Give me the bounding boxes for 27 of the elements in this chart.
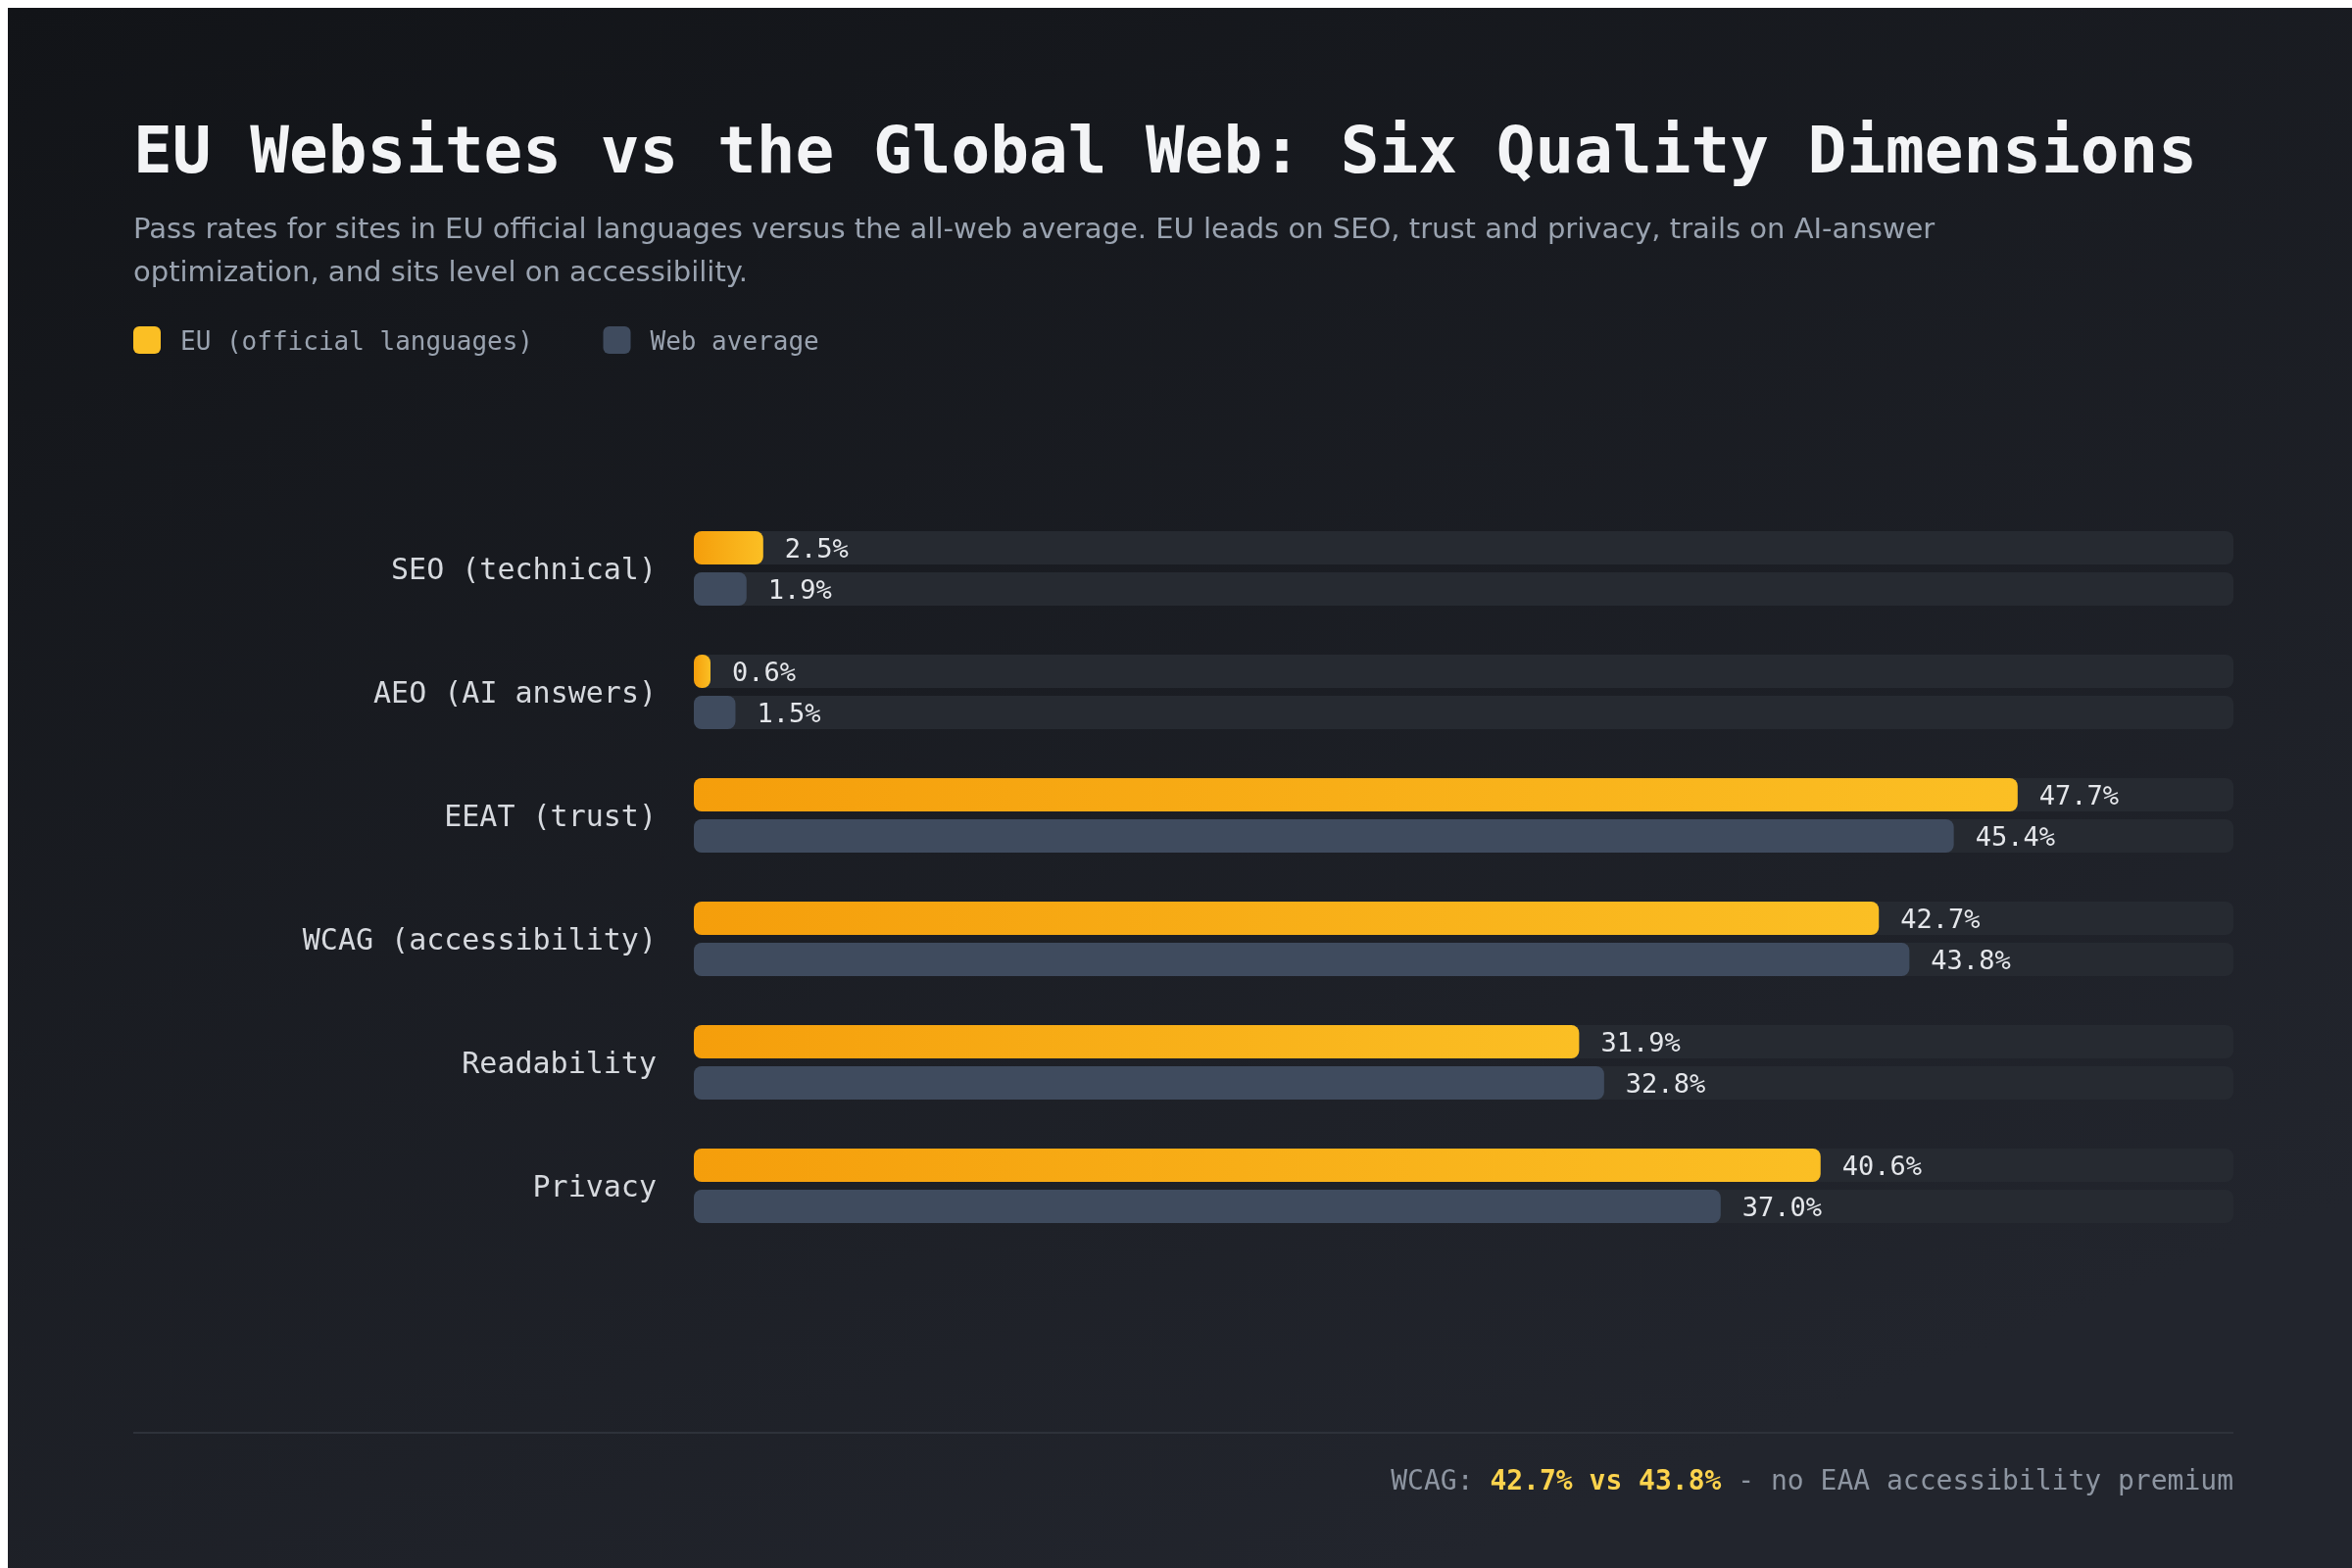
y-tick-label: Privacy bbox=[532, 1168, 657, 1203]
bar bbox=[694, 655, 710, 688]
data-label: 1.5% bbox=[757, 697, 821, 728]
data-label: 0.6% bbox=[731, 656, 797, 687]
legend-label: EU (official languages) bbox=[180, 326, 534, 356]
data-label: 31.9% bbox=[1600, 1026, 1681, 1057]
text: WCAG: 42.7% vs 43.8% - no EAA accessibility premium bbox=[1391, 1463, 2233, 1496]
y-tick-label: WCAG (accessibility) bbox=[302, 921, 657, 956]
data-label: 43.8% bbox=[1931, 944, 2011, 975]
data-label: 2.5% bbox=[784, 532, 849, 564]
y-tick-label: EEAT (trust) bbox=[444, 798, 657, 833]
data-label: 1.9% bbox=[767, 573, 832, 605]
y-tick-label: AEO (AI answers) bbox=[373, 674, 657, 710]
legend-label: Web average bbox=[650, 326, 819, 356]
y-tick-label: SEO (technical) bbox=[391, 551, 657, 586]
bar bbox=[694, 531, 763, 564]
bar bbox=[694, 572, 747, 606]
data-label: 40.6% bbox=[1841, 1150, 1923, 1181]
chart-title: EU Websites vs the Global Web: Six Quality Dimensions bbox=[133, 112, 2197, 188]
data-label: 47.7% bbox=[2038, 779, 2120, 810]
data-label: 32.8% bbox=[1625, 1067, 1706, 1099]
y-tick-label: Readability bbox=[462, 1045, 657, 1080]
bar bbox=[694, 696, 736, 729]
data-label: 37.0% bbox=[1741, 1191, 1823, 1222]
data-label: 45.4% bbox=[1975, 820, 2055, 852]
chart-subtitle: Pass rates for sites in EU official languages versus the all-web average. EU leads on SEO, trust and privacy, trails on AI-answer optimization, and sits level on accessibility. bbox=[133, 212, 1936, 288]
data-label: 42.7% bbox=[1900, 903, 1981, 934]
